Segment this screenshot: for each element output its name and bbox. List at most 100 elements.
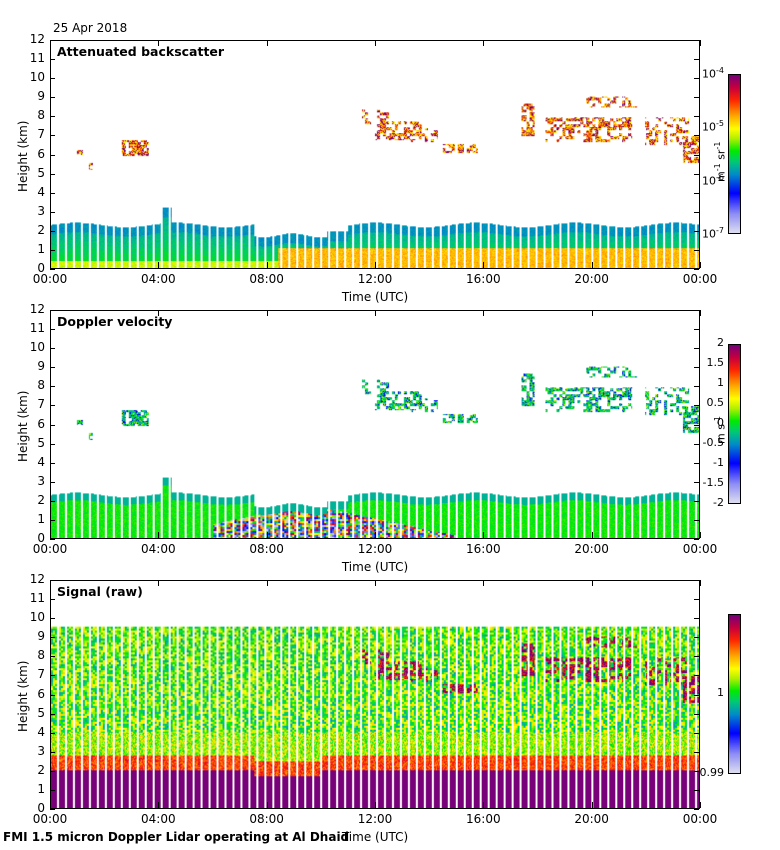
y-tick-mark xyxy=(50,500,55,502)
heatmap-image xyxy=(51,581,699,808)
y-tick-mark xyxy=(50,539,55,540)
y-tick-label: 5 xyxy=(37,165,45,180)
date-label: 25 Apr 2018 xyxy=(53,21,128,35)
y-tick-mark-right xyxy=(694,192,699,194)
y-tick-label: 9 xyxy=(37,629,45,644)
x-tick-label: 20:00 xyxy=(574,542,609,556)
x-tick-label: 16:00 xyxy=(466,542,501,556)
y-tick-mark xyxy=(50,809,55,810)
y-tick-mark-right xyxy=(694,367,699,369)
x-tick-label: 00:00 xyxy=(32,812,68,826)
y-tick-label: 5 xyxy=(37,705,45,720)
y-tick-label: 0 xyxy=(37,531,45,545)
y-tick-mark xyxy=(50,249,55,251)
colorbar-tick-label: 10-6 xyxy=(702,172,724,188)
y-tick-mark-right xyxy=(694,405,699,407)
y-tick-label: 4 xyxy=(37,454,45,469)
y-tick-label: 1 xyxy=(37,781,45,796)
y-tick-label: 6 xyxy=(37,686,45,701)
y-tick-mark-right xyxy=(694,211,699,213)
y-tick-mark-right xyxy=(694,656,699,658)
y-tick-mark-right xyxy=(694,230,699,232)
y-tick-mark xyxy=(50,580,55,581)
y-tick-label: 2 xyxy=(37,762,45,777)
x-tick-mark-top xyxy=(591,310,593,316)
y-tick-mark-right xyxy=(694,539,699,540)
y-tick-mark xyxy=(50,694,55,696)
y-tick-mark xyxy=(50,599,55,601)
x-tick-mark-top xyxy=(158,310,160,316)
y-tick-mark xyxy=(50,135,55,137)
y-tick-mark-right xyxy=(694,329,699,331)
x-tick-mark-top xyxy=(266,40,268,46)
y-tick-label: 7 xyxy=(37,127,45,142)
colorbar-tick-label: 10-4 xyxy=(702,66,724,81)
y-tick-mark-right xyxy=(694,599,699,601)
x-tick-mark-top xyxy=(483,580,485,586)
y-tick-mark-right xyxy=(694,249,699,251)
y-tick-mark xyxy=(50,173,55,175)
y-tick-label: 0 xyxy=(37,261,45,275)
colorbar-tick-label: 0.99 xyxy=(699,766,725,779)
y-tick-mark xyxy=(50,386,55,388)
x-tick-mark xyxy=(375,262,376,268)
y-tick-label: 7 xyxy=(37,397,45,412)
colorbar-tick-label: -0.5 xyxy=(702,436,724,449)
x-tick-mark-top xyxy=(591,40,593,46)
x-tick-mark xyxy=(158,532,160,538)
x-tick-mark xyxy=(700,262,701,268)
x-tick-mark-top xyxy=(50,580,51,586)
y-tick-mark-right xyxy=(694,443,699,445)
y-tick-mark xyxy=(50,637,55,639)
y-tick-mark-right xyxy=(694,580,699,581)
colorbar-tick-label: -1 xyxy=(713,456,724,469)
y-tick-mark xyxy=(50,618,55,620)
y-tick-label: 10 xyxy=(29,70,45,85)
y-tick-mark xyxy=(50,78,55,80)
y-axis-label: Height (km) xyxy=(16,120,30,192)
x-tick-mark xyxy=(375,532,376,538)
y-tick-label: 2 xyxy=(37,492,45,507)
x-tick-mark-top xyxy=(266,310,268,316)
y-tick-mark xyxy=(50,713,55,715)
y-tick-mark xyxy=(50,348,55,350)
x-tick-mark-top xyxy=(50,310,51,316)
x-tick-mark xyxy=(591,532,593,538)
y-tick-mark-right xyxy=(694,713,699,715)
y-tick-label: 6 xyxy=(37,416,45,431)
heatmap-image xyxy=(51,41,699,268)
y-tick-mark xyxy=(50,269,55,270)
x-tick-mark xyxy=(591,262,593,268)
y-tick-label: 11 xyxy=(29,591,45,606)
y-tick-label: 3 xyxy=(37,743,45,758)
x-tick-mark-top xyxy=(483,40,485,46)
panel-title: Doppler velocity xyxy=(57,314,173,329)
y-tick-mark xyxy=(50,481,55,483)
y-tick-mark-right xyxy=(694,386,699,388)
x-tick-mark-top xyxy=(700,310,701,316)
plot-panel-2: Doppler velocity xyxy=(50,310,700,539)
y-tick-mark xyxy=(50,443,55,445)
y-tick-label: 2 xyxy=(37,222,45,237)
x-tick-label: 00:00 xyxy=(682,272,718,286)
y-tick-mark xyxy=(50,116,55,118)
y-tick-label: 6 xyxy=(37,146,45,161)
colorbar-gradient xyxy=(729,345,740,503)
y-tick-mark xyxy=(50,751,55,753)
x-tick-mark-top xyxy=(591,580,593,586)
y-tick-label: 0 xyxy=(37,801,45,815)
x-tick-mark-top xyxy=(700,40,701,46)
y-tick-mark-right xyxy=(694,789,699,791)
y-tick-mark-right xyxy=(694,637,699,639)
y-tick-label: 1 xyxy=(37,241,45,256)
colorbar-tick-label: 1 xyxy=(717,686,724,699)
x-axis-label: Time (UTC) xyxy=(341,290,409,304)
x-tick-label: 04:00 xyxy=(141,542,176,556)
y-tick-mark xyxy=(50,211,55,213)
x-tick-mark-top xyxy=(375,40,376,46)
colorbar-tick-label: 1 xyxy=(717,376,724,389)
x-tick-label: 20:00 xyxy=(574,272,609,286)
x-tick-label: 12:00 xyxy=(357,812,393,826)
y-tick-mark-right xyxy=(694,310,699,311)
y-tick-mark-right xyxy=(694,424,699,426)
